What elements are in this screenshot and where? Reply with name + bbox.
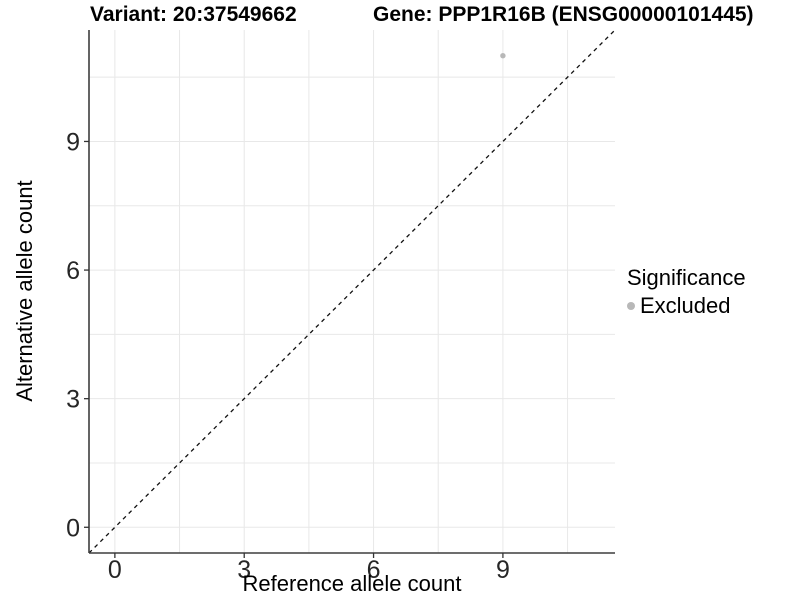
y-tick-label: 3 — [66, 386, 80, 414]
y-tick-label: 6 — [66, 257, 80, 285]
legend: Significance Excluded — [627, 265, 746, 319]
x-tick-label: 0 — [108, 556, 122, 584]
x-tick-label: 6 — [367, 556, 381, 584]
x-tick-label: 3 — [237, 556, 251, 584]
y-tick-label: 0 — [66, 514, 80, 542]
x-tick-label: 9 — [496, 556, 510, 584]
y-axis-title: Alternative allele count — [12, 180, 37, 402]
excluded-point-icon — [627, 302, 635, 311]
y-tick-label: 9 — [66, 128, 80, 156]
legend-title: Significance — [627, 265, 746, 290]
identity-line — [88, 29, 616, 554]
legend-entry-label: Excluded — [640, 293, 731, 319]
gene-title: Gene: PPP1R16B (ENSG00000101445) — [373, 3, 754, 26]
x-axis-title: Reference allele count — [242, 571, 462, 596]
data-point — [500, 53, 506, 59]
legend-entry-excluded: Excluded — [627, 293, 746, 319]
variant-title: Variant: 20:37549662 — [90, 3, 297, 26]
